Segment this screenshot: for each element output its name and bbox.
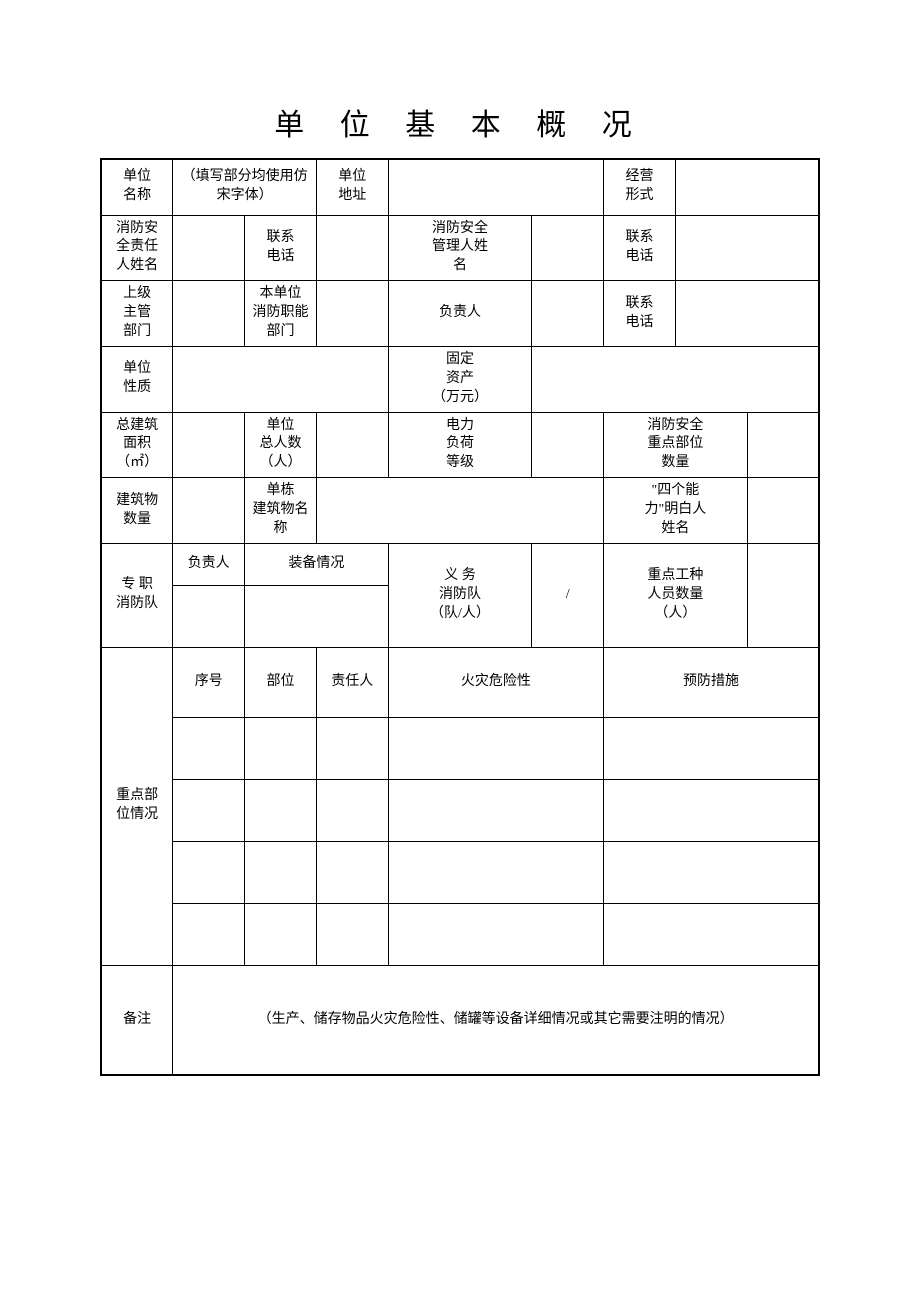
kp1-resp[interactable] — [316, 717, 388, 779]
kp1-hazard[interactable] — [388, 717, 603, 779]
label-business-form: 经营形式 — [604, 159, 676, 215]
kp3-resp[interactable] — [316, 841, 388, 903]
row-keyparts-2 — [101, 779, 819, 841]
value-four-abilities[interactable] — [747, 478, 819, 544]
row-superior: 上级主管部门 本单位消防职能部门 负责人 联系电话 — [101, 281, 819, 347]
label-unit-nature: 单位性质 — [101, 346, 173, 412]
label-power-load: 电力负荷等级 — [388, 412, 532, 478]
kp1-prevent[interactable] — [604, 717, 819, 779]
kp4-prevent[interactable] — [604, 903, 819, 965]
label-fixed-assets: 固定资产（万元） — [388, 346, 532, 412]
value-unit-nature[interactable] — [173, 346, 388, 412]
page: 单 位 基 本 概 况 单位名称 （填写部分均使用仿宋字体） 单位地址 经营形式… — [0, 0, 920, 1136]
row-unit-nature: 单位性质 固定资产（万元） — [101, 346, 819, 412]
col-prevent: 预防措施 — [604, 647, 819, 717]
value-fire-resp-name[interactable] — [173, 215, 245, 281]
value-key-job-count[interactable] — [747, 543, 819, 647]
kp4-part[interactable] — [245, 903, 317, 965]
row-keyparts-1 — [101, 717, 819, 779]
value-fixed-assets[interactable] — [532, 346, 819, 412]
kp1-seq[interactable] — [173, 717, 245, 779]
kp4-resp[interactable] — [316, 903, 388, 965]
value-fire-mgr-name[interactable] — [532, 215, 604, 281]
kp2-hazard[interactable] — [388, 779, 603, 841]
row-buildings: 建筑物数量 单栋建筑物名称 "四个能力"明白人姓名 — [101, 478, 819, 544]
value-pro-person[interactable] — [173, 585, 245, 647]
label-unit-name: 单位名称 — [101, 159, 173, 215]
label-total-people: 单位总人数（人） — [245, 412, 317, 478]
kp2-resp[interactable] — [316, 779, 388, 841]
label-single-building-name: 单栋建筑物名称 — [245, 478, 317, 544]
page-title: 单 位 基 本 概 况 — [100, 100, 820, 144]
label-fire-mgr-name: 消防安全管理人姓名 — [388, 215, 532, 281]
label-fire-func-dept: 本单位消防职能部门 — [245, 281, 317, 347]
label-phone-3: 联系电话 — [604, 281, 676, 347]
value-equipment[interactable] — [245, 585, 389, 647]
label-total-area: 总建筑面积（㎡） — [101, 412, 173, 478]
label-unit-addr: 单位地址 — [316, 159, 388, 215]
row-keyparts-4 — [101, 903, 819, 965]
value-phone-2[interactable] — [675, 215, 819, 281]
kp3-seq[interactable] — [173, 841, 245, 903]
kp3-hazard[interactable] — [388, 841, 603, 903]
kp4-seq[interactable] — [173, 903, 245, 965]
col-hazard: 火灾危险性 — [388, 647, 603, 717]
value-business-form[interactable] — [675, 159, 819, 215]
value-superior-dept[interactable] — [173, 281, 245, 347]
kp2-prevent[interactable] — [604, 779, 819, 841]
col-resp: 责任人 — [316, 647, 388, 717]
hint-unit-name: （填写部分均使用仿宋字体） — [173, 159, 317, 215]
value-fire-func-dept[interactable] — [316, 281, 388, 347]
label-equipment: 装备情况 — [245, 543, 389, 585]
row-pro-brigade-top: 专 职消防队 负责人 装备情况 义 务消防队（队/人） / 重点工种人员数量（人… — [101, 543, 819, 585]
label-four-abilities: "四个能力"明白人姓名 — [604, 478, 748, 544]
row-keyparts-3 — [101, 841, 819, 903]
row-unit-name: 单位名称 （填写部分均使用仿宋字体） 单位地址 经营形式 — [101, 159, 819, 215]
value-remark[interactable]: （生产、储存物品火灾危险性、储罐等设备详细情况或其它需要注明的情况） — [173, 965, 819, 1075]
label-remark: 备注 — [101, 965, 173, 1075]
label-person-in-charge: 负责人 — [388, 281, 532, 347]
kp2-part[interactable] — [245, 779, 317, 841]
label-key-job-count: 重点工种人员数量（人） — [604, 543, 748, 647]
kp3-prevent[interactable] — [604, 841, 819, 903]
row-keyparts-header: 重点部位情况 序号 部位 责任人 火灾危险性 预防措施 — [101, 647, 819, 717]
kp4-hazard[interactable] — [388, 903, 603, 965]
form-table: 单位名称 （填写部分均使用仿宋字体） 单位地址 经营形式 消防安全责任人姓名 联… — [100, 158, 820, 1076]
col-seq: 序号 — [173, 647, 245, 717]
value-total-area[interactable] — [173, 412, 245, 478]
value-phone-1[interactable] — [316, 215, 388, 281]
value-unit-addr[interactable] — [388, 159, 603, 215]
label-pro-person: 负责人 — [173, 543, 245, 585]
value-phone-3[interactable] — [675, 281, 819, 347]
kp2-seq[interactable] — [173, 779, 245, 841]
row-remark: 备注 （生产、储存物品火灾危险性、储罐等设备详细情况或其它需要注明的情况） — [101, 965, 819, 1075]
label-volunteer-brigade: 义 务消防队（队/人） — [388, 543, 532, 647]
value-key-parts-count[interactable] — [747, 412, 819, 478]
label-phone-1: 联系电话 — [245, 215, 317, 281]
label-pro-brigade: 专 职消防队 — [101, 543, 173, 647]
label-phone-2: 联系电话 — [604, 215, 676, 281]
value-single-building-name[interactable] — [316, 478, 603, 544]
label-superior-dept: 上级主管部门 — [101, 281, 173, 347]
col-part: 部位 — [245, 647, 317, 717]
value-building-count[interactable] — [173, 478, 245, 544]
label-building-count: 建筑物数量 — [101, 478, 173, 544]
value-person-in-charge[interactable] — [532, 281, 604, 347]
value-total-people[interactable] — [316, 412, 388, 478]
kp3-part[interactable] — [245, 841, 317, 903]
value-power-load[interactable] — [532, 412, 604, 478]
value-volunteer-brigade[interactable]: / — [532, 543, 604, 647]
label-fire-resp-name: 消防安全责任人姓名 — [101, 215, 173, 281]
row-area: 总建筑面积（㎡） 单位总人数（人） 电力负荷等级 消防安全重点部位数量 — [101, 412, 819, 478]
row-fire-resp: 消防安全责任人姓名 联系电话 消防安全管理人姓名 联系电话 — [101, 215, 819, 281]
label-key-parts-section: 重点部位情况 — [101, 647, 173, 965]
kp1-part[interactable] — [245, 717, 317, 779]
label-key-parts-count: 消防安全重点部位数量 — [604, 412, 748, 478]
